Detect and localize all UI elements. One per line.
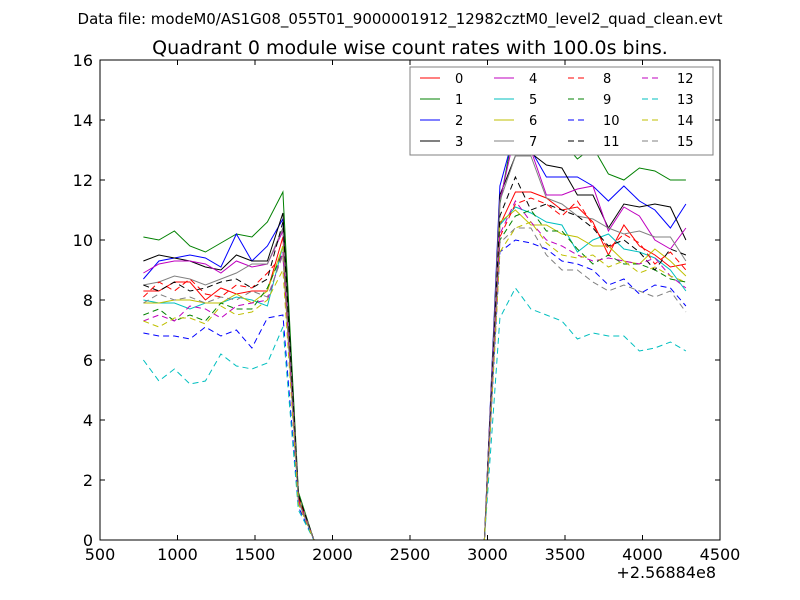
x-tick-label-500: 500 bbox=[85, 545, 116, 564]
legend-label-3: 3 bbox=[455, 135, 463, 150]
x-tick-label-4500: 4500 bbox=[700, 545, 741, 564]
x-tick-label-1000: 1000 bbox=[157, 545, 198, 564]
x-offset-label: +2.56884e8 bbox=[616, 563, 716, 582]
y-tick-label-6: 6 bbox=[83, 351, 93, 370]
series-line-8 bbox=[143, 197, 687, 541]
x-tick-label-1500: 1500 bbox=[235, 545, 276, 564]
y-tick-label-0: 0 bbox=[83, 531, 93, 550]
legend-label-4: 4 bbox=[529, 72, 537, 87]
chart-title: Quadrant 0 module wise count rates with … bbox=[152, 37, 668, 59]
legend-box bbox=[409, 66, 714, 156]
ticks-layer: 500 1000 1500 2000 2500 3000 3500 4000 4500 0 2 4 6 8… bbox=[73, 51, 741, 564]
x-tick-label-4000: 4000 bbox=[622, 545, 663, 564]
legend-label-12: 12 bbox=[677, 72, 694, 87]
legend-label-2: 2 bbox=[455, 114, 463, 129]
y-tick-label-14: 14 bbox=[73, 111, 93, 130]
legend-label-5: 5 bbox=[529, 93, 537, 108]
x-tick-label-2500: 2500 bbox=[390, 545, 431, 564]
y-tick-label-16: 16 bbox=[73, 51, 93, 70]
legend-label-13: 13 bbox=[677, 93, 694, 108]
y-tick-label-8: 8 bbox=[83, 291, 93, 310]
y-tick-label-12: 12 bbox=[73, 171, 93, 190]
legend-label-1: 1 bbox=[455, 93, 463, 108]
legend-label-8: 8 bbox=[603, 72, 611, 87]
y-tick-label-4: 4 bbox=[83, 411, 93, 430]
plot-frame bbox=[99, 59, 721, 541]
y-tick-label-2: 2 bbox=[83, 471, 93, 490]
legend-label-0: 0 bbox=[455, 72, 463, 87]
legend-label-9: 9 bbox=[603, 93, 611, 108]
series-line-11 bbox=[143, 175, 687, 541]
data-file-supertitle: Data file: modeM0/AS1G08_055T01_90000019… bbox=[78, 10, 723, 29]
series-line-15 bbox=[143, 227, 687, 541]
legend-label-10: 10 bbox=[603, 114, 620, 129]
legend-label-6: 6 bbox=[529, 114, 537, 129]
legend-label-7: 7 bbox=[529, 135, 537, 150]
x-tick-label-2000: 2000 bbox=[312, 545, 353, 564]
x-tick-label-3500: 3500 bbox=[545, 545, 586, 564]
legend-label-14: 14 bbox=[677, 114, 694, 129]
x-tick-label-3000: 3000 bbox=[467, 545, 508, 564]
y-tick-label-10: 10 bbox=[73, 231, 93, 250]
legend-label-11: 11 bbox=[603, 135, 620, 150]
legend-label-15: 15 bbox=[677, 135, 694, 150]
